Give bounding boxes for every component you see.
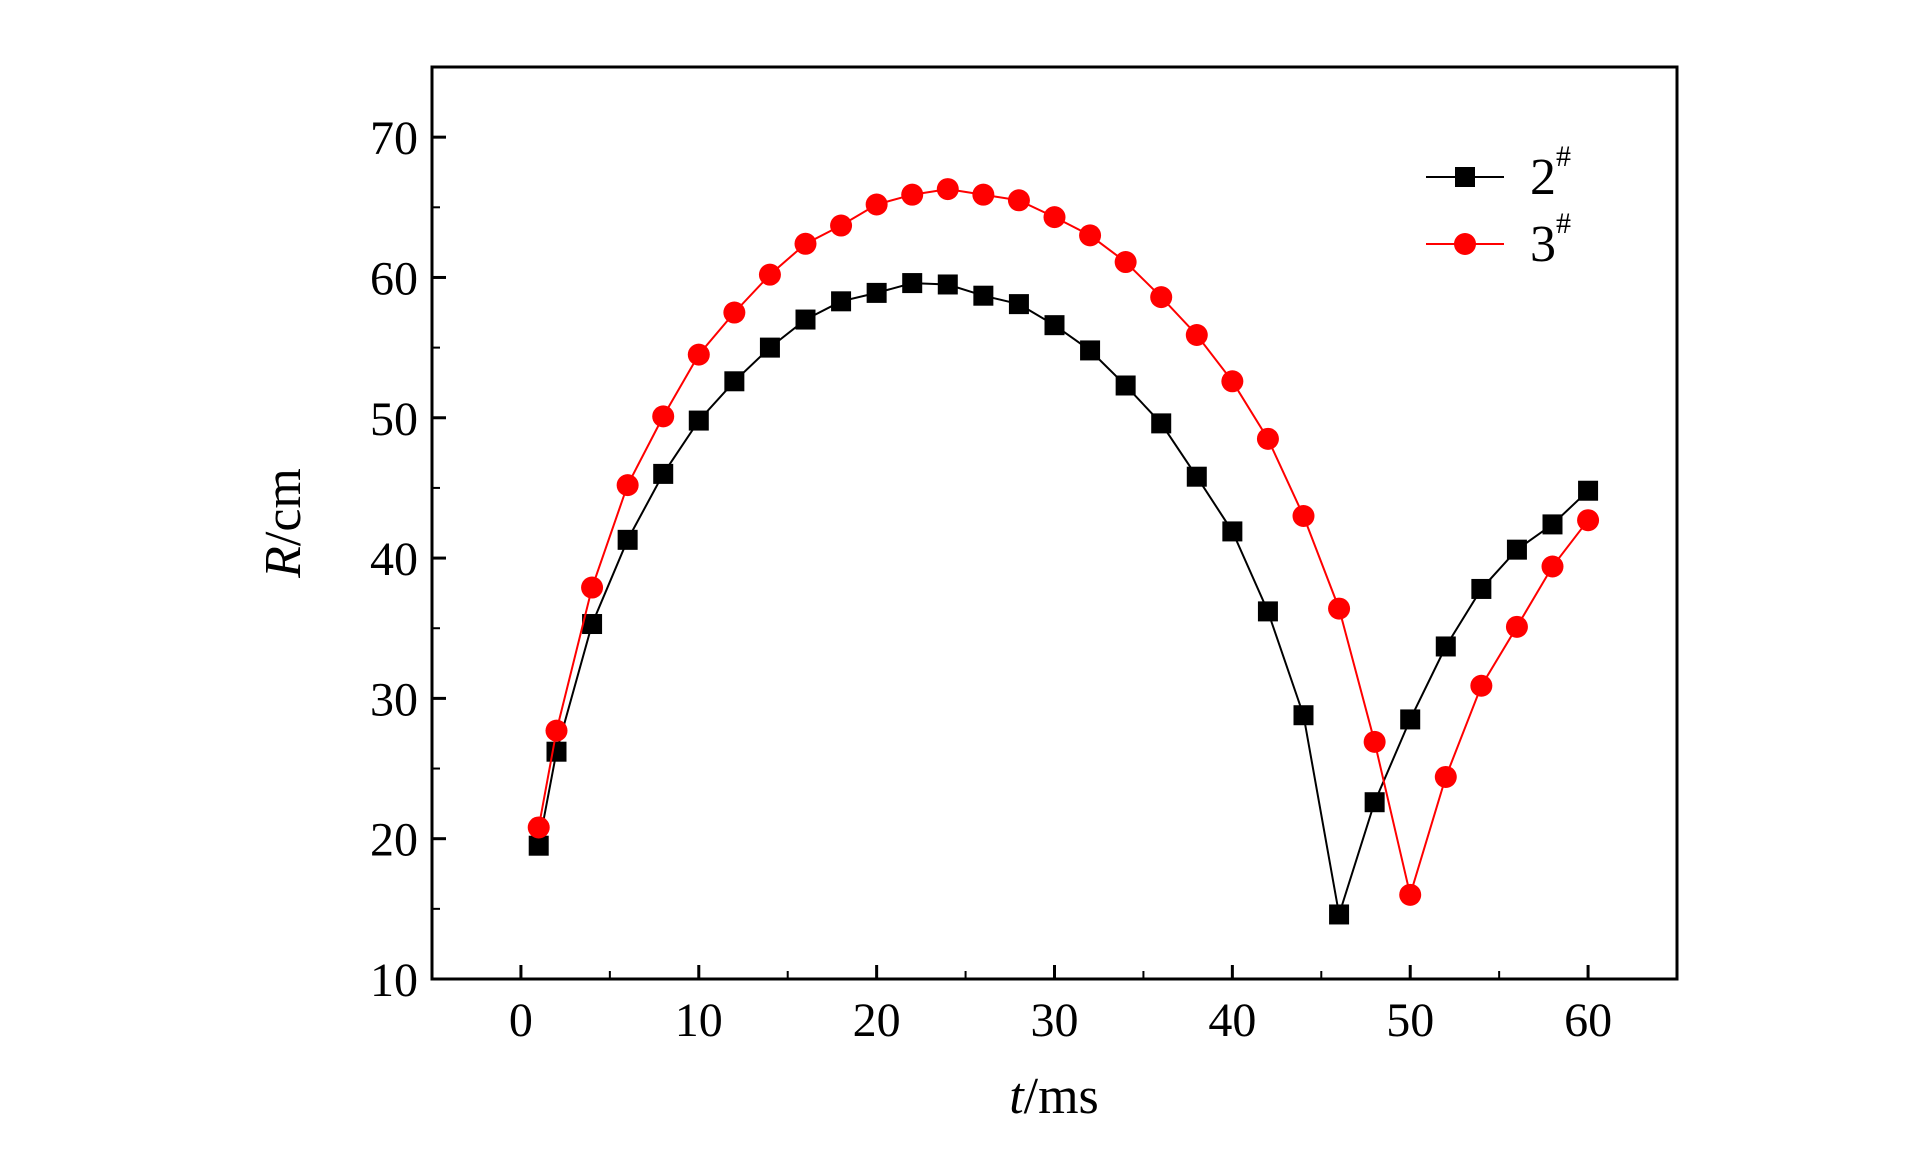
series-layer: [527, 178, 1600, 925]
data-point: [528, 835, 549, 856]
data-point: [616, 474, 639, 497]
data-point: [936, 178, 959, 201]
data-point: [1435, 636, 1456, 657]
data-point: [1505, 615, 1528, 638]
data-point: [1293, 705, 1314, 726]
data-point: [652, 405, 675, 428]
data-point: [1541, 555, 1564, 578]
x-tick-label: 40: [1208, 994, 1256, 1047]
y-tick-label: 50: [370, 393, 418, 446]
x-axis-title: t/ms: [1009, 1068, 1099, 1125]
legend-entry-2: 2 #: [1426, 140, 1571, 206]
x-tick-label: 30: [1031, 994, 1079, 1047]
y-tick-label: 60: [370, 252, 418, 305]
data-point: [1328, 597, 1351, 620]
data-point: [1400, 709, 1421, 730]
y-tick-label: 20: [370, 814, 418, 867]
data-point: [866, 282, 887, 303]
data-point: [1114, 251, 1137, 274]
data-point: [1292, 504, 1315, 527]
series-2: [528, 273, 1599, 925]
data-point: [546, 741, 567, 762]
data-point: [1578, 480, 1599, 501]
x-tick-label: 10: [675, 994, 723, 1047]
data-point: [1470, 674, 1493, 697]
plot-frame: [430, 65, 1679, 981]
data-point: [1080, 340, 1101, 361]
legend-label-2: 2: [1530, 149, 1556, 206]
data-point: [1044, 315, 1065, 336]
data-point: [1364, 792, 1385, 813]
data-point: [723, 301, 746, 324]
data-point: [795, 309, 816, 330]
series-line-2: [537, 282, 1589, 915]
data-point: [830, 214, 853, 237]
data-point: [527, 816, 550, 839]
data-point: [653, 463, 674, 484]
data-point: [759, 337, 780, 358]
legend-label-3: 3: [1530, 216, 1556, 273]
data-point: [973, 285, 994, 306]
x-tick-label: 0: [509, 994, 533, 1047]
data-point: [1150, 286, 1173, 309]
data-point: [1079, 224, 1102, 247]
data-point: [758, 263, 781, 286]
x-tick-label: 50: [1386, 994, 1434, 1047]
data-point: [1329, 904, 1350, 925]
y-tick-label: 40: [370, 533, 418, 586]
data-point: [1222, 521, 1243, 542]
x-tick-label: 20: [853, 994, 901, 1047]
data-point: [1185, 323, 1208, 346]
data-point: [1186, 466, 1207, 487]
data-point: [901, 183, 924, 206]
data-point: [1577, 509, 1600, 532]
data-point: [1257, 601, 1278, 622]
y-tick-label: 30: [370, 673, 418, 726]
data-point: [1363, 730, 1386, 753]
series-3: [527, 178, 1600, 906]
legend-label-2-sup: #: [1556, 140, 1571, 173]
y-tick-label: 10: [370, 954, 418, 1007]
data-point: [1542, 514, 1563, 535]
data-point: [1007, 189, 1030, 212]
data-point: [581, 576, 604, 599]
data-point: [1256, 427, 1279, 450]
series-line-3: [537, 188, 1589, 899]
y-axis-title: R/cm: [255, 468, 312, 579]
legend-marker-2: [1455, 167, 1475, 187]
x-axis-ticks: 0 10 20 30 40 50 60: [509, 965, 1612, 1047]
data-point: [937, 274, 958, 295]
data-point: [688, 410, 709, 431]
data-point: [794, 232, 817, 255]
data-point: [1471, 578, 1492, 599]
legend-entry-3: 3 #: [1426, 207, 1571, 273]
data-point: [545, 719, 568, 742]
data-point: [617, 529, 638, 550]
data-point: [865, 193, 888, 216]
data-point: [972, 183, 995, 206]
data-point: [724, 371, 745, 392]
data-point: [1115, 375, 1136, 396]
data-point: [1399, 883, 1422, 906]
data-point: [1008, 294, 1029, 315]
y-axis-ticks: 10 20 30 40 50 60 70: [370, 112, 446, 1007]
data-point: [1434, 765, 1457, 788]
legend-marker-3: [1454, 233, 1476, 255]
data-point: [1221, 370, 1244, 393]
data-point: [1151, 413, 1172, 434]
data-point: [902, 273, 923, 294]
y-tick-label: 70: [370, 112, 418, 165]
data-point: [1043, 206, 1066, 229]
legend-label-3-sup: #: [1556, 207, 1571, 240]
x-tick-label: 60: [1564, 994, 1612, 1047]
data-point: [687, 343, 710, 366]
data-point: [831, 291, 852, 312]
data-point: [1506, 539, 1527, 560]
legend: 2 # 3 #: [1426, 140, 1571, 273]
data-point: [582, 614, 603, 635]
